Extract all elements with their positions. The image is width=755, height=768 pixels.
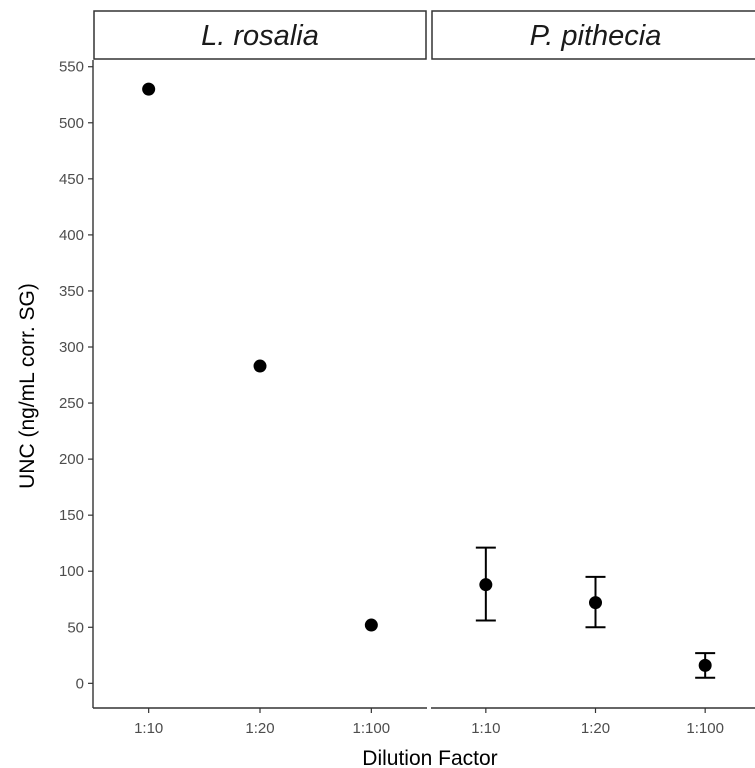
y-tick-label: 350: [59, 283, 84, 300]
y-tick-label: 150: [59, 507, 84, 524]
data-point: [479, 578, 493, 592]
y-tick-label: 50: [67, 619, 84, 636]
facet-panel: L. rosalia 1:10 1:20 1:100: [93, 10, 427, 737]
x-axis-title: Dilution Factor: [362, 747, 497, 768]
y-tick-label: 500: [59, 115, 84, 132]
x-tick-label: 1:100: [353, 720, 391, 737]
y-tick-label: 300: [59, 339, 84, 356]
data-point: [253, 359, 267, 373]
y-tick-label: 0: [76, 675, 84, 692]
x-tick-label: 1:10: [134, 720, 163, 737]
y-tick-label: 200: [59, 451, 84, 468]
x-tick-label: 1:100: [686, 720, 724, 737]
y-tick-label: 450: [59, 171, 84, 188]
x-tick-label: 1:20: [581, 720, 610, 737]
y-tick-label: 250: [59, 395, 84, 412]
facet-strip: [93, 10, 427, 60]
data-point: [364, 618, 378, 632]
data-point: [698, 658, 712, 672]
facets: L. rosalia 1:10 1:20 1:100 P. pithecia 1:10 1:…: [93, 10, 755, 737]
data-point: [142, 82, 156, 96]
data-point: [589, 596, 602, 610]
y-tick-label: 400: [59, 227, 84, 244]
facet-panel: P. pithecia 1:10 1:20 1:100: [431, 10, 755, 737]
y-tick-label: 100: [59, 563, 84, 580]
y-axis: 0 50 100 150 200 250 300 350 400 450 500 550: [59, 59, 94, 708]
facet-strip-label: L. rosalia: [201, 20, 319, 52]
y-tick-label: 550: [59, 59, 84, 76]
x-tick-label: 1:20: [245, 720, 274, 737]
facet-strip-label: P. pithecia: [530, 20, 662, 52]
y-axis-title: UNC (ng/mL corr. SG): [16, 283, 39, 489]
x-tick-label: 1:10: [471, 720, 500, 737]
facet-strip: [431, 10, 755, 60]
